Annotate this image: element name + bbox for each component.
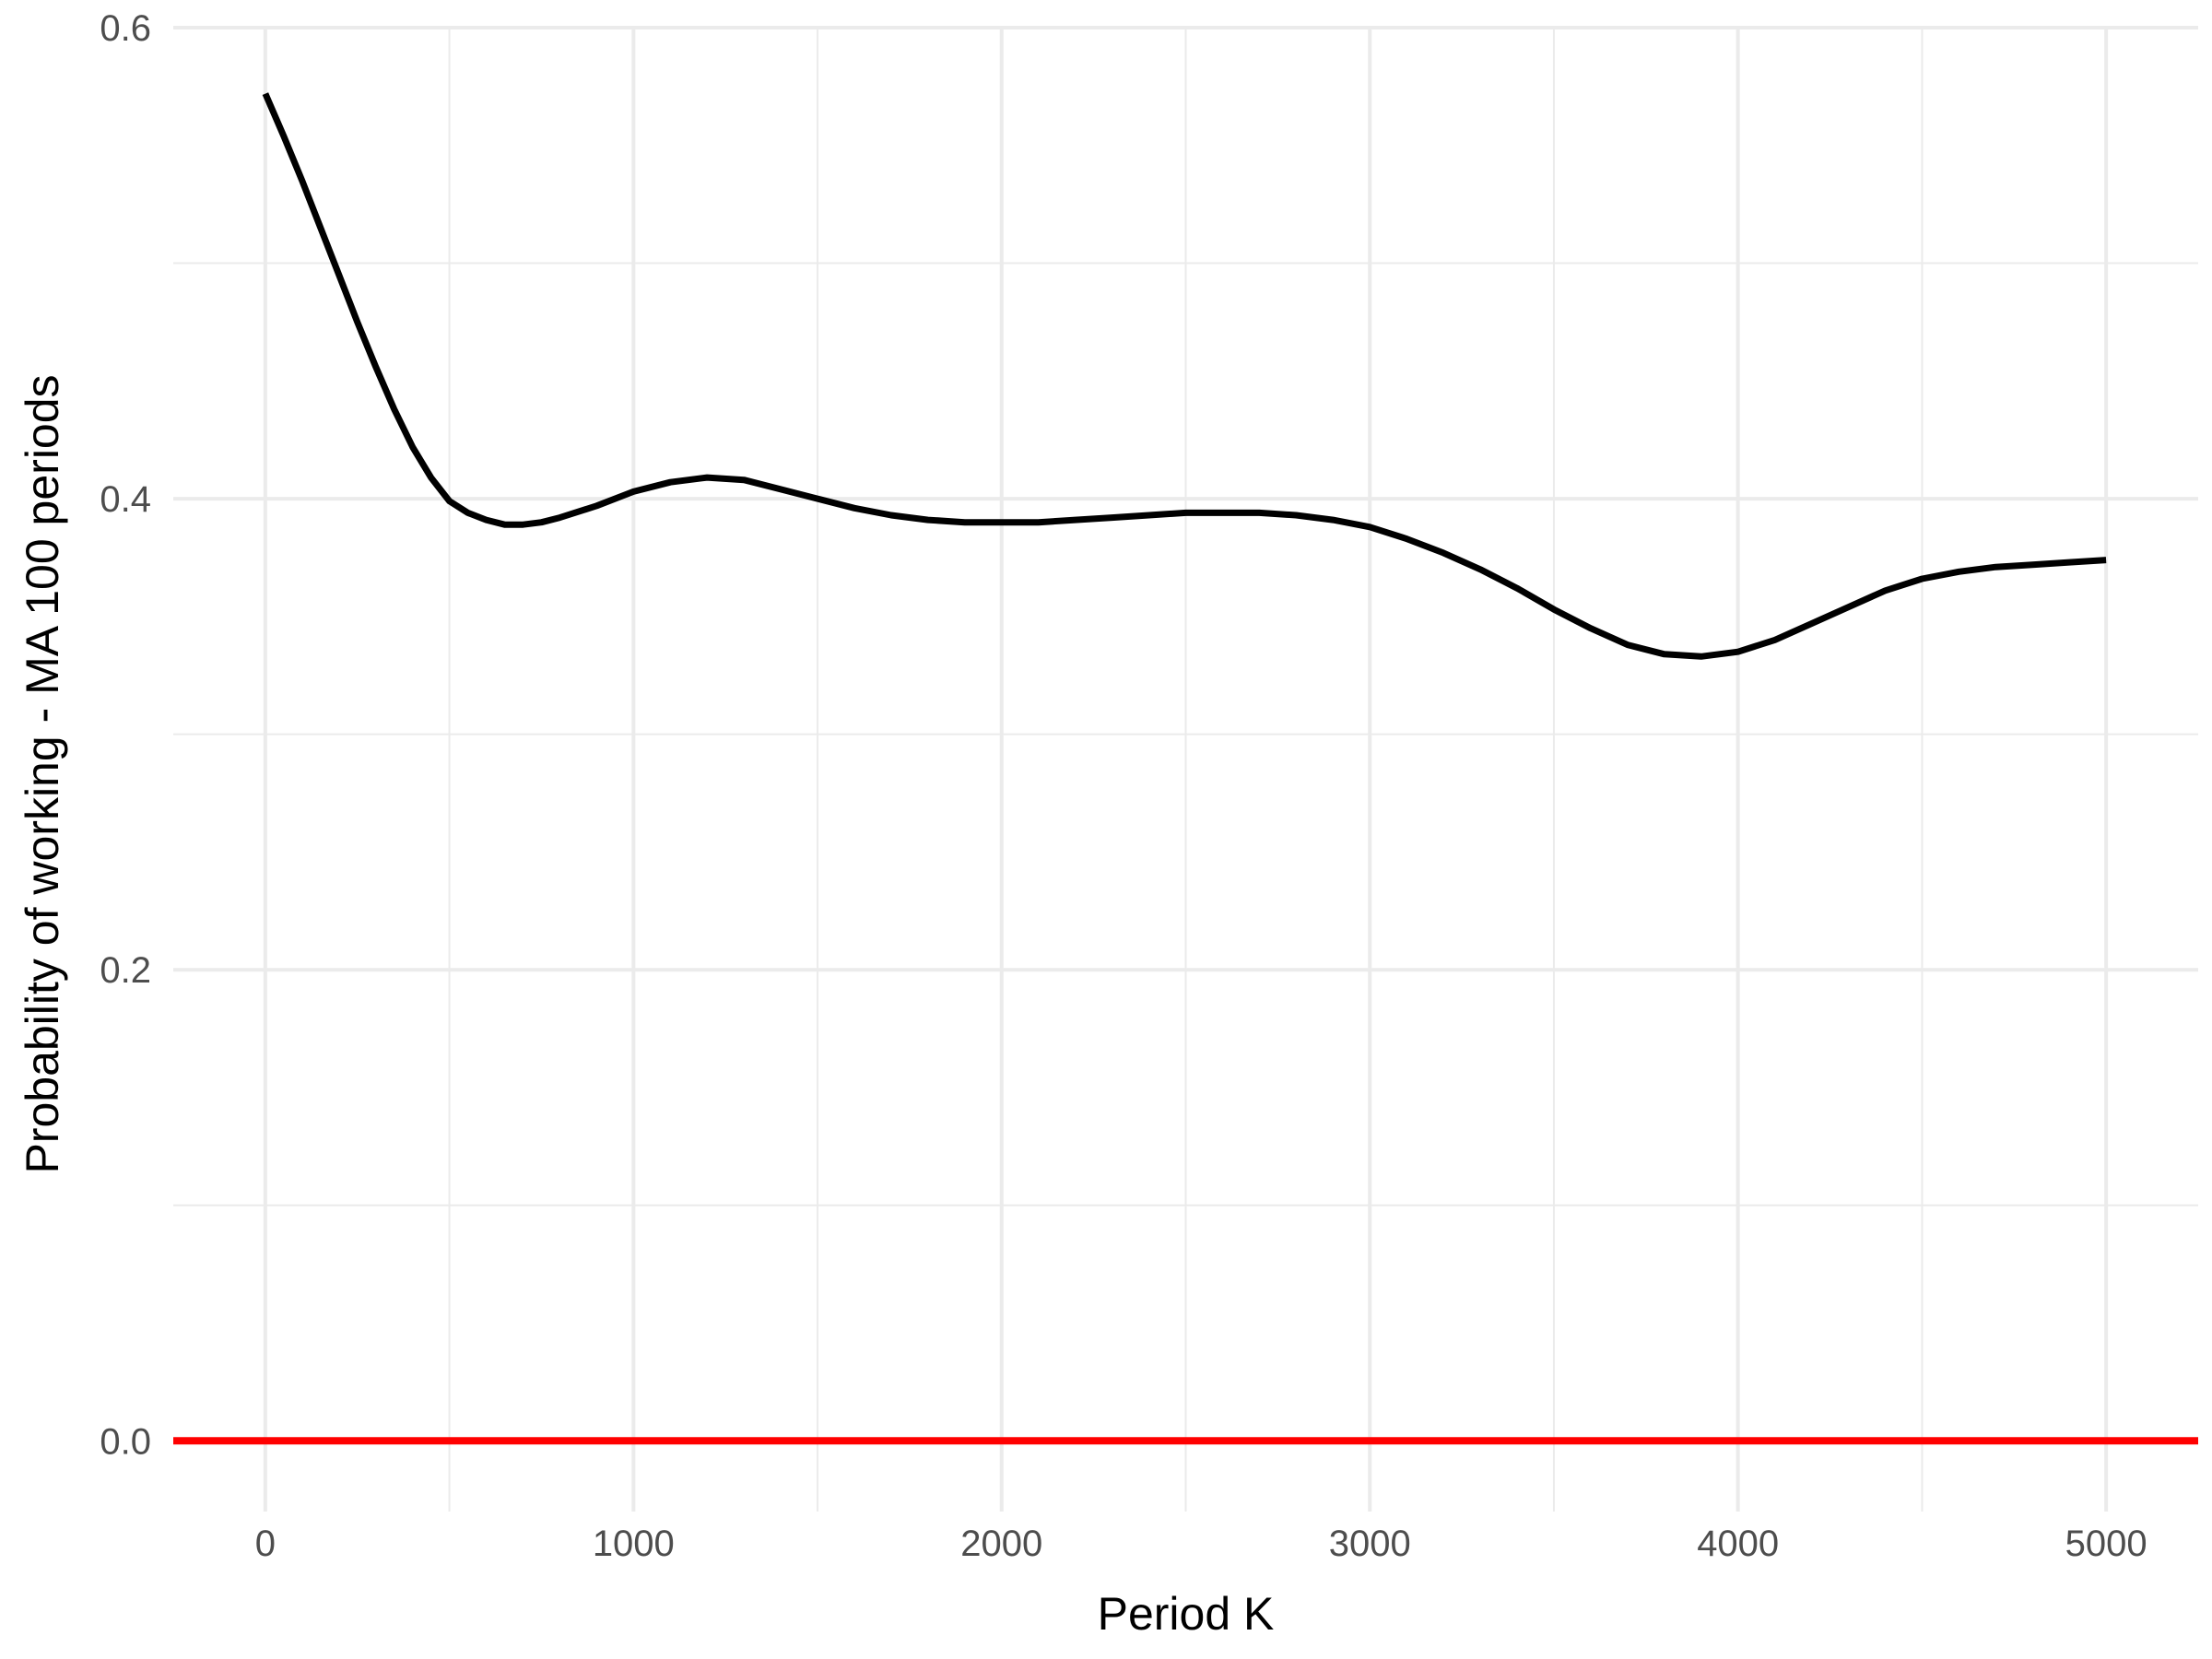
series-layer — [173, 92, 2198, 1445]
x-tick-label: 4000 — [1697, 1524, 1779, 1564]
x-tick-label: 1000 — [593, 1524, 675, 1564]
y-tick-label: 0.0 — [100, 1421, 151, 1462]
x-tick-label: 0 — [255, 1524, 276, 1564]
series-line — [262, 92, 2107, 660]
x-tick-label: 5000 — [2065, 1524, 2147, 1564]
y-tick-label: 0.6 — [100, 8, 151, 49]
x-tick-label: 2000 — [960, 1524, 1042, 1564]
y-tick-label: 0.2 — [100, 950, 151, 991]
y-axis-title: Probability of working - MA 100 periods — [17, 374, 68, 1173]
x-tick-label: 3000 — [1329, 1524, 1411, 1564]
grid-layer — [173, 26, 2198, 1512]
y-tick-label: 0.4 — [100, 479, 151, 520]
x-axis-title: Period K — [1098, 1588, 1275, 1640]
tick-label-layer: 0 1000 2000 3000 4000 5000 0.0 0.2 0.4 0.6 — [100, 8, 2147, 1564]
